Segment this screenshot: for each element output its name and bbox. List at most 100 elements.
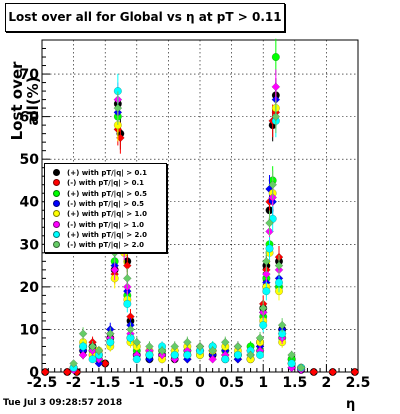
data-point — [170, 342, 180, 351]
legend-item: (+) with pT/|q| > 0.5 — [45, 189, 166, 199]
data-point — [221, 355, 230, 364]
legend-label: (-) with pT/|q| > 2.0 — [67, 241, 144, 250]
x-tick-label: 1.5 — [282, 375, 307, 391]
legend-marker-icon — [53, 241, 60, 249]
x-tick-label: 0 — [195, 375, 205, 391]
data-point — [62, 367, 72, 377]
legend-marker-icon — [53, 189, 60, 197]
data-point — [88, 355, 97, 364]
data-point — [255, 333, 265, 343]
data-point — [132, 355, 141, 364]
data-point — [69, 359, 78, 368]
x-axis-label: η — [346, 397, 356, 412]
y-tick-label: 50 — [20, 152, 40, 168]
legend-marker-icon — [53, 230, 60, 238]
y-axis-label: Lost over all(%) — [8, 61, 42, 141]
x-tick-label: -0.5 — [153, 375, 184, 391]
legend: (+) with pT/|q| > 0.1 (-) with pT/|q| > 0… — [44, 163, 167, 253]
data-point — [220, 337, 230, 347]
legend-item: (+) with pT/|q| > 2.0 — [45, 230, 166, 240]
data-point — [132, 337, 142, 347]
legend-marker-icon — [53, 220, 60, 228]
timestamp: Tue Jul 3 09:28:57 2018 — [3, 398, 123, 408]
data-point — [350, 367, 360, 377]
data-point — [78, 329, 88, 339]
x-tick-label: -1.5 — [90, 375, 121, 391]
legend-item: (-) with pT/|q| > 0.5 — [45, 199, 166, 209]
data-point — [268, 180, 278, 190]
data-point — [258, 303, 268, 313]
legend-label: (-) with pT/|q| > 0.1 — [67, 179, 144, 188]
data-point — [262, 287, 271, 296]
legend-label: (+) with pT/|q| > 0.5 — [67, 189, 147, 198]
x-tick-label: -2 — [66, 375, 82, 391]
y-tick-label: 70 — [20, 67, 40, 83]
data-point — [271, 52, 280, 62]
legend-item: (-) with pT/|q| > 2.0 — [45, 240, 166, 250]
legend-label: (-) with pT/|q| > 0.5 — [67, 199, 144, 208]
data-point — [145, 342, 154, 351]
x-tick-label: -1 — [129, 375, 145, 391]
plot-frame — [41, 39, 359, 373]
data-point — [122, 274, 132, 283]
data-point — [287, 350, 296, 360]
y-tick-label: 40 — [20, 195, 40, 211]
data-point — [271, 82, 281, 92]
data-point — [259, 321, 268, 330]
data-point — [328, 367, 338, 377]
data-point — [296, 363, 306, 373]
data-point — [123, 299, 132, 308]
y-tick-label: 60 — [20, 110, 40, 126]
legend-marker-icon — [53, 179, 60, 187]
data-point — [274, 261, 284, 270]
data-point — [40, 367, 50, 377]
data-point — [157, 346, 167, 356]
data-point — [79, 342, 88, 351]
legend-label: (-) with pT/|q| > 1.0 — [67, 220, 144, 229]
data-point — [233, 350, 242, 360]
legend-item: (-) with pT/|q| > 1.0 — [45, 220, 166, 230]
y-tick-label: 30 — [20, 237, 40, 253]
data-point — [105, 329, 115, 339]
x-tick-label: 2.5 — [346, 375, 371, 391]
y-tick-label: 10 — [20, 322, 40, 338]
legend-marker-icon — [53, 169, 60, 176]
data-point — [126, 325, 135, 334]
data-point — [246, 350, 255, 360]
legend-item: (-) with pT/|q| > 0.1 — [45, 178, 166, 188]
data-point — [233, 342, 243, 351]
chart-title: Lost over all for Global vs η at pT > 0.… — [5, 3, 285, 32]
data-point — [183, 350, 192, 360]
data-point — [94, 346, 104, 356]
data-point — [195, 342, 205, 351]
legend-item: (+) with pT/|q| > 1.0 — [45, 209, 166, 219]
data-point — [94, 359, 104, 368]
legend-item: (+) with pT/|q| > 0.1 — [45, 168, 166, 178]
data-point — [110, 265, 120, 275]
data-point — [262, 256, 271, 266]
data-point — [100, 359, 110, 368]
x-tick-label: 1 — [258, 375, 268, 391]
data-point — [208, 346, 217, 356]
legend-label: (+) with pT/|q| > 0.1 — [67, 169, 147, 177]
legend-label: (+) with pT/|q| > 2.0 — [67, 230, 147, 239]
data-point — [113, 103, 123, 113]
legend-marker-icon — [53, 210, 60, 218]
data-point — [208, 354, 217, 364]
data-point — [78, 350, 88, 360]
y-tick-label: 20 — [20, 280, 40, 296]
data-point — [309, 367, 319, 377]
data-point — [170, 350, 179, 360]
legend-marker-icon — [53, 199, 60, 207]
data-point — [271, 112, 281, 121]
data-point — [265, 218, 274, 228]
data-point — [265, 244, 274, 253]
data-point — [262, 269, 271, 279]
x-tick-label: 2 — [322, 375, 332, 391]
data-point — [88, 342, 97, 351]
data-point — [287, 359, 296, 368]
x-tick-label: -2.5 — [27, 375, 58, 391]
x-tick-label: 0.5 — [219, 375, 244, 391]
data-point — [255, 350, 265, 360]
